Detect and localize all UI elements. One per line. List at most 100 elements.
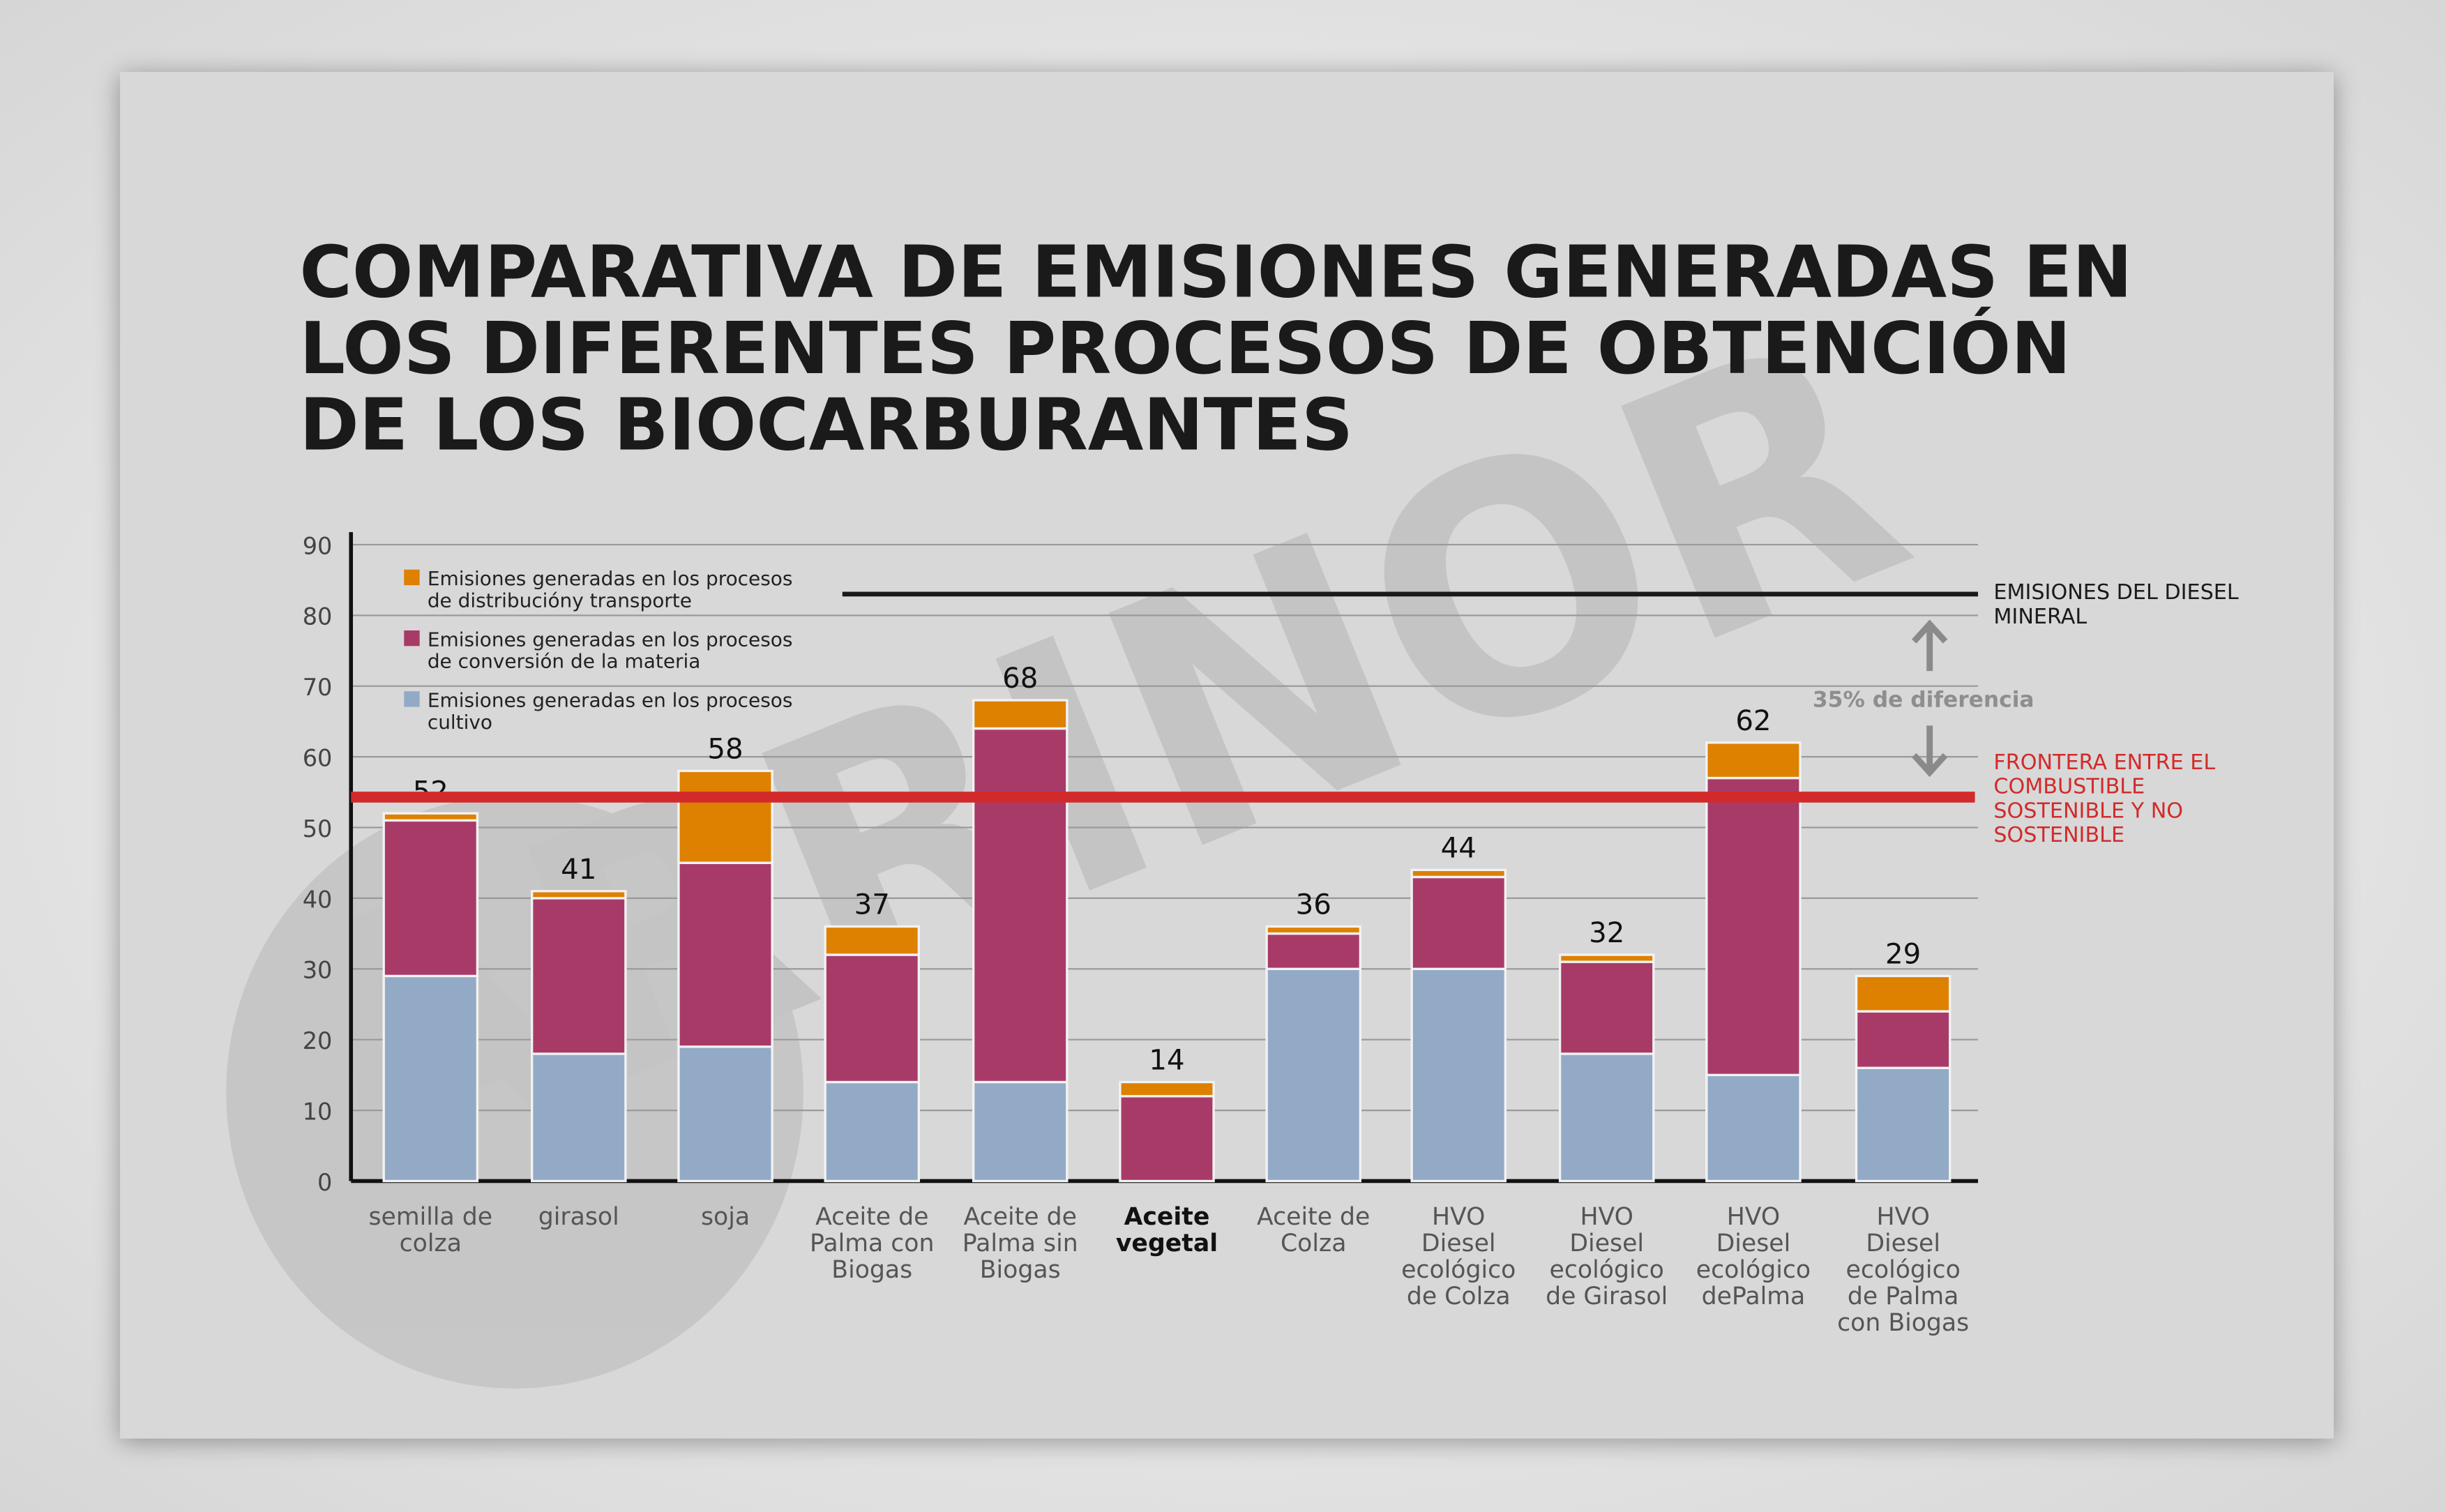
y-tick-label: 10: [303, 1098, 333, 1126]
bar-segment-conversion: [1265, 932, 1361, 970]
title-line: LOS DIFERENTES PROCESOS DE OBTENCIÓN: [299, 305, 2071, 391]
x-tick-label: HVO: [1580, 1203, 1633, 1231]
bar-total-label: 58: [707, 734, 743, 766]
y-tick-label: 20: [303, 1027, 333, 1054]
title-line: DE LOS BIOCARBURANTES: [299, 384, 1353, 467]
legend-label: cultivo: [428, 711, 492, 734]
bar-segment-conversion: [972, 727, 1069, 1084]
y-tick-label: 40: [303, 886, 333, 913]
bar-segment-conversion: [531, 897, 627, 1055]
x-tick-label: de Palma: [1848, 1283, 1959, 1310]
frontier-label: COMBUSTIBLE: [1993, 775, 2145, 799]
chart-title: COMPARATIVA DE EMISIONES GENERADAS ENLOS…: [299, 231, 2132, 467]
bar-segment-cultivo: [1855, 1066, 1951, 1183]
bar-segment-conversion: [382, 819, 479, 978]
bar-total-label: 36: [1296, 889, 1331, 921]
x-tick-label: Aceite de: [964, 1203, 1077, 1231]
bar-segment-cultivo: [972, 1080, 1069, 1183]
x-tick-label: Biogas: [831, 1256, 912, 1284]
x-tick-label: HVO: [1727, 1203, 1780, 1231]
x-tick-label: Diesel: [1569, 1230, 1644, 1257]
y-tick-label: 30: [303, 957, 333, 984]
x-tick-label: de Colza: [1407, 1283, 1511, 1310]
bar-stack: 52: [382, 776, 479, 1183]
card-background: [120, 72, 2334, 1439]
bar-stack: 32: [1558, 917, 1655, 1183]
x-tick-label: soja: [701, 1203, 750, 1231]
bar-stack: 41: [531, 854, 627, 1183]
x-tick-label: Colza: [1281, 1230, 1346, 1257]
bar-stack: 36: [1265, 889, 1361, 1183]
frontier-label: FRONTERA ENTRE EL: [1993, 750, 2215, 775]
frontier-label: SOSTENIBLE Y NO: [1993, 799, 2183, 823]
bar-segment-transporte: [1265, 925, 1361, 935]
bar-stack: 14: [1119, 1045, 1215, 1183]
bar-segment-transporte: [824, 925, 921, 956]
bar-segment-transporte: [1558, 953, 1655, 963]
bar-stack: 29: [1855, 939, 1951, 1183]
x-tick-label: de Girasol: [1546, 1283, 1668, 1310]
bar-stack: 37: [824, 889, 921, 1183]
bar-segment-conversion: [824, 953, 921, 1084]
y-tick-label: 60: [303, 745, 333, 772]
bar-segment-conversion: [1410, 875, 1507, 970]
bar-segment-transporte: [1119, 1080, 1215, 1098]
legend-label: Emisiones generadas en los procesos: [428, 567, 793, 590]
legend-swatch: [404, 630, 420, 647]
bar-segment-transporte: [1410, 868, 1507, 879]
legend-label: Emisiones generadas en los procesos: [428, 628, 793, 651]
bar-total-label: 29: [1885, 939, 1921, 971]
bar-segment-cultivo: [1705, 1073, 1802, 1183]
bar-segment-transporte: [677, 769, 773, 864]
bar-total-label: 41: [561, 854, 596, 886]
x-tick-label: ecológico: [1846, 1256, 1961, 1284]
y-tick-label: 70: [303, 674, 333, 701]
x-tick-label: semilla de: [368, 1203, 492, 1231]
bar-segment-transporte: [1855, 974, 1951, 1013]
x-tick-label: Diesel: [1716, 1230, 1791, 1257]
legend-label: de conversión de la materia: [428, 650, 701, 673]
bar-segment-transporte: [531, 890, 627, 900]
y-tick-label: 80: [303, 603, 333, 630]
bar-segment-cultivo: [824, 1080, 921, 1183]
x-tick-label: Palma con: [810, 1230, 934, 1257]
x-tick-label: Diesel: [1421, 1230, 1496, 1257]
bar-segment-conversion: [1705, 776, 1802, 1077]
bar-stack: 68: [972, 663, 1069, 1183]
bar-segment-cultivo: [382, 974, 479, 1183]
bar-segment-conversion: [677, 861, 773, 1048]
diesel-label: EMISIONES DEL DIESEL: [1993, 580, 2238, 605]
bar-segment-conversion: [1855, 1010, 1951, 1069]
x-tick-label: ecológico: [1550, 1256, 1664, 1284]
bar-stack: 58: [677, 734, 773, 1183]
x-tick-label: colza: [400, 1230, 462, 1257]
bar-total-label: 37: [854, 889, 890, 921]
x-tick-label: con Biogas: [1837, 1309, 1969, 1337]
bar-total-label: 62: [1735, 705, 1771, 737]
x-tick-label: ecológico: [1401, 1256, 1516, 1284]
bar-total-label: 68: [1002, 663, 1038, 695]
x-tick-label: Palma sin: [962, 1230, 1078, 1257]
x-tick-label: ecológico: [1696, 1256, 1811, 1284]
y-tick-label: 50: [303, 815, 333, 842]
legend-label: Emisiones generadas en los procesos: [428, 689, 793, 712]
x-tick-label: HVO: [1432, 1203, 1485, 1231]
legend-swatch: [404, 569, 420, 586]
bar-total-label: 14: [1149, 1045, 1184, 1077]
frontier-label: SOSTENIBLE: [1993, 823, 2124, 847]
arrow-down-icon: [1912, 725, 1948, 778]
legend-label: de distribucióny transporte: [428, 589, 692, 612]
bar-segment-cultivo: [1265, 967, 1361, 1183]
bar-stack: 62: [1705, 705, 1802, 1183]
y-tick-label: 90: [303, 532, 333, 559]
x-tick-label: Aceite de: [1257, 1203, 1370, 1231]
bar-segment-transporte: [972, 699, 1069, 730]
bar-segment-cultivo: [1558, 1052, 1655, 1183]
difference-annotation: 35% de diferencia: [1813, 688, 2034, 713]
bar-segment-cultivo: [531, 1052, 627, 1183]
title-line: COMPARATIVA DE EMISIONES GENERADAS EN: [299, 231, 2132, 314]
bar-segment-transporte: [1705, 741, 1802, 780]
x-tick-label: girasol: [538, 1203, 619, 1231]
bar-segment-conversion: [1558, 960, 1655, 1055]
